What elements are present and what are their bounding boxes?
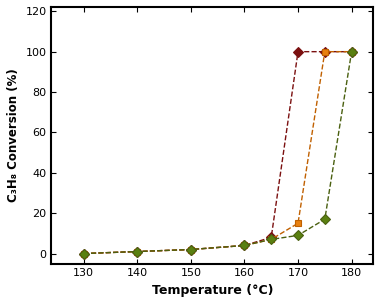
- Y-axis label: C₃H₈ Conversion (%): C₃H₈ Conversion (%): [7, 69, 20, 202]
- X-axis label: Temperature (°C): Temperature (°C): [152, 284, 273, 297]
